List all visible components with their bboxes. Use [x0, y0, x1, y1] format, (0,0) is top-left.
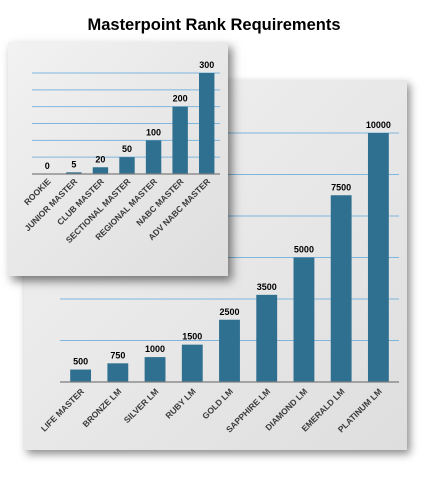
main-chart-value-label: 1000 [145, 344, 165, 354]
inset-chart-bar [199, 73, 215, 174]
main-chart-bar [144, 357, 166, 382]
inset-chart-value-label: 0 [45, 161, 50, 171]
inset-chart-bar [172, 106, 188, 174]
main-chart-bar [256, 294, 278, 382]
inset-chart-bar [145, 140, 162, 174]
main-chart-value-label: 7500 [331, 182, 351, 192]
main-chart-category-label: BRONZE LM [80, 386, 123, 429]
inset-chart-bar [119, 157, 135, 174]
inset-chart-value-label: 50 [122, 144, 132, 154]
inset-chart-value-label: 300 [199, 60, 214, 70]
main-chart-bar [181, 344, 203, 382]
main-chart-value-label: 1500 [182, 332, 202, 342]
inset-chart-bar [92, 167, 109, 174]
main-chart-value-label: 5000 [294, 245, 314, 255]
main-chart-bar [70, 369, 92, 382]
main-chart-category-label: SILVER LM [122, 386, 161, 425]
main-chart-value-label: 2500 [219, 307, 239, 317]
main-chart-value-label: 3500 [257, 282, 277, 292]
main-chart-bar [293, 257, 315, 382]
main-chart-category-label: LIFE MASTER [39, 386, 86, 433]
page-title: Masterpoint Rank Requirements [87, 16, 341, 34]
inset-chart-bar [66, 172, 82, 174]
chart-entry-ranks: 0 ROOKIE 5 JUNIOR MASTER 20 CLUB MASTER 50 SECT… [8, 42, 228, 276]
main-chart-category-label: GOLD LM [200, 386, 235, 421]
inset-chart-value-label: 100 [146, 127, 161, 137]
inset-chart-category-label: CLUB MASTER [55, 176, 106, 227]
inset-chart-value-label: 5 [71, 159, 76, 169]
main-chart-bar [219, 319, 240, 382]
main-chart-bar [107, 363, 129, 382]
inset-chart-value-label: 200 [173, 94, 188, 104]
main-chart-bar [367, 133, 389, 382]
main-chart-value-label: 750 [110, 350, 125, 360]
main-chart-category-label: RUBY LM [163, 386, 197, 420]
inset-chart-value-label: 20 [95, 154, 105, 164]
main-chart-value-label: 500 [73, 357, 88, 367]
main-chart-bar [330, 195, 352, 382]
inset-chart-category-label: NABC MASTER [134, 176, 185, 227]
main-chart-value-label: 10000 [366, 120, 391, 130]
